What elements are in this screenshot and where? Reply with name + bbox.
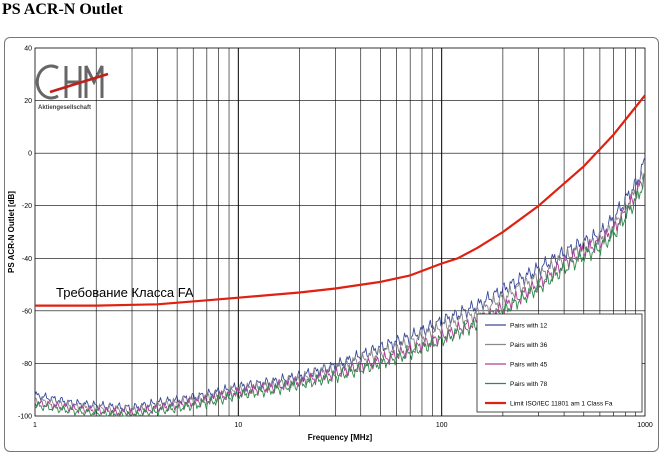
grid — [35, 48, 645, 416]
legend-label: Pairs with 45 — [510, 361, 548, 368]
legend: Pairs with 12 Pairs with 36 Pairs with 45 P… — [476, 313, 643, 413]
legend-label: Pairs with 78 — [510, 381, 548, 388]
y-tick-label: -100 — [18, 414, 32, 421]
class-fa-annotation: Требование Класса FA — [56, 285, 194, 300]
y-tick-label: -80 — [22, 361, 32, 368]
legend-label: Pairs with 12 — [510, 322, 548, 329]
series-line-1 — [34, 157, 646, 412]
y-tick-label: -60 — [22, 308, 32, 315]
tick-labels: -100 -80 -60 -40 -20 0 20 40 1 10 100 1000 — [18, 46, 653, 430]
x-tick-label: 10 — [234, 422, 242, 429]
logo-subtitle: Aktiengesellschaft — [38, 105, 91, 111]
page-title: PS ACR-N Outlet — [2, 1, 123, 18]
y-tick-label: 20 — [24, 98, 32, 105]
y-tick-label: 0 — [28, 151, 32, 158]
y-axis-label: PS ACR-N Outlet [dB] — [7, 191, 16, 273]
x-tick-label: 1 — [33, 422, 37, 429]
legend-label: Pairs with 36 — [510, 342, 548, 349]
x-tick-label: 100 — [436, 422, 448, 429]
chm-logo-icon — [35, 64, 109, 100]
legend-box — [476, 313, 643, 413]
logo: Aktiengesellschaft — [35, 64, 109, 111]
y-tick-label: -40 — [22, 256, 32, 263]
legend-label: Limit ISO/IEC 11801 am 1 Class Fa — [510, 400, 613, 407]
x-tick-label: 1000 — [637, 422, 653, 429]
y-tick-label: 40 — [24, 46, 32, 53]
series-group — [34, 94, 646, 417]
y-tick-label: -20 — [22, 203, 32, 210]
series-line-4 — [34, 173, 646, 417]
series-line-5 — [35, 94, 646, 307]
x-axis-label: Frequency [MHz] — [308, 433, 373, 442]
